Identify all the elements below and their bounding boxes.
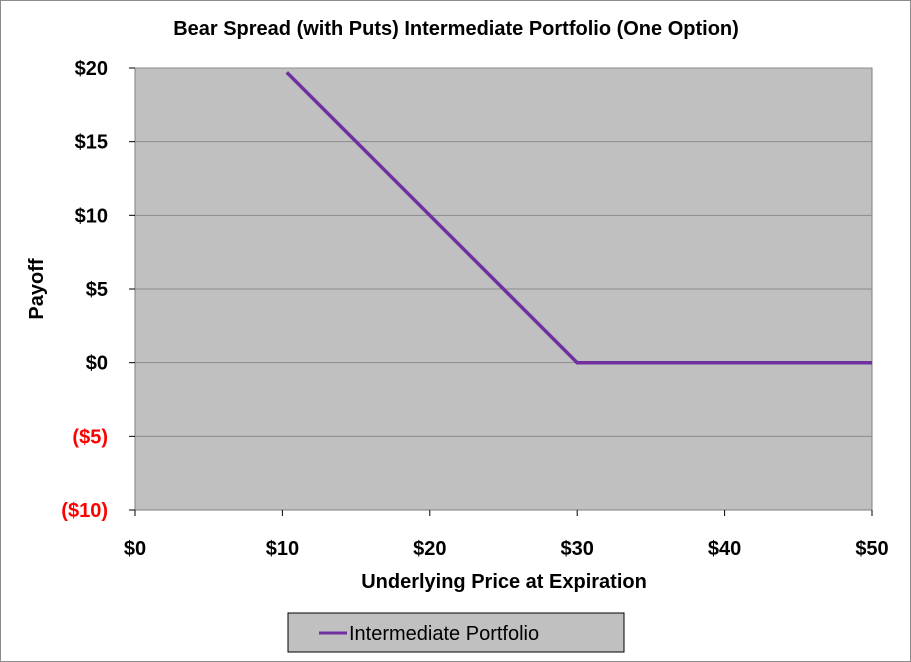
y-axis-label: Payoff bbox=[26, 258, 48, 319]
y-tick-label: $15 bbox=[75, 132, 108, 154]
y-tick-label: $10 bbox=[75, 205, 108, 227]
y-tick-label: $0 bbox=[86, 353, 108, 375]
legend: Intermediate Portfolio bbox=[287, 612, 625, 653]
x-tick-label: $0 bbox=[124, 538, 146, 560]
x-tick-label: $30 bbox=[561, 538, 594, 560]
tick-marks bbox=[129, 67, 873, 516]
y-tick-label: $20 bbox=[75, 58, 108, 80]
x-tick-label: $20 bbox=[413, 538, 446, 560]
series-line bbox=[285, 71, 872, 365]
y-tick-label: ($10) bbox=[61, 500, 108, 522]
x-tick-label: $40 bbox=[708, 538, 741, 560]
legend-label: Intermediate Portfolio bbox=[349, 623, 539, 645]
x-axis-label: Underlying Price at Expiration bbox=[361, 571, 647, 593]
y-axis-tick-labels: $20 $15 $10 $5 $0 ($5) ($10) bbox=[61, 58, 108, 522]
x-axis-tick-labels: $0 $10 $20 $30 $40 $50 bbox=[124, 538, 889, 560]
chart-title: Bear Spread (with Puts) Intermediate Por… bbox=[173, 18, 739, 40]
grid-lines bbox=[135, 67, 872, 437]
y-tick-label: $5 bbox=[86, 279, 108, 301]
y-tick-label: ($5) bbox=[72, 426, 108, 448]
x-tick-label: $10 bbox=[266, 538, 299, 560]
x-tick-label: $50 bbox=[855, 538, 888, 560]
series-layer bbox=[285, 71, 872, 365]
